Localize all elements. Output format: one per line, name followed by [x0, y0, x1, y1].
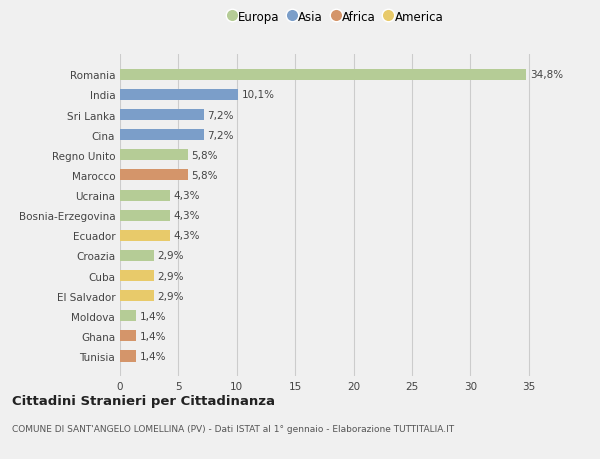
Text: 7,2%: 7,2% — [208, 110, 234, 120]
Text: COMUNE DI SANT'ANGELO LOMELLINA (PV) - Dati ISTAT al 1° gennaio - Elaborazione T: COMUNE DI SANT'ANGELO LOMELLINA (PV) - D… — [12, 425, 454, 433]
Text: 5,8%: 5,8% — [191, 151, 218, 161]
Bar — [120, 270, 154, 281]
Bar — [120, 210, 170, 221]
Text: 2,9%: 2,9% — [157, 291, 184, 301]
Text: 10,1%: 10,1% — [241, 90, 274, 100]
Text: 2,9%: 2,9% — [157, 271, 184, 281]
Text: 4,3%: 4,3% — [174, 190, 200, 201]
Text: 7,2%: 7,2% — [208, 130, 234, 140]
Bar — [120, 351, 136, 362]
Bar — [120, 291, 154, 302]
Bar — [120, 230, 170, 241]
Legend: Europa, Asia, Africa, America: Europa, Asia, Africa, America — [224, 6, 448, 29]
Text: 5,8%: 5,8% — [191, 171, 218, 180]
Bar — [120, 250, 154, 262]
Text: 4,3%: 4,3% — [174, 231, 200, 241]
Text: 1,4%: 1,4% — [140, 351, 166, 361]
Bar — [120, 110, 204, 121]
Text: 4,3%: 4,3% — [174, 211, 200, 221]
Bar — [120, 190, 170, 201]
Text: 1,4%: 1,4% — [140, 311, 166, 321]
Bar — [120, 170, 188, 181]
Bar — [120, 330, 136, 341]
Text: Cittadini Stranieri per Cittadinanza: Cittadini Stranieri per Cittadinanza — [12, 394, 275, 407]
Text: 2,9%: 2,9% — [157, 251, 184, 261]
Bar — [120, 150, 188, 161]
Bar — [120, 70, 526, 81]
Bar — [120, 311, 136, 322]
Text: 34,8%: 34,8% — [530, 70, 563, 80]
Bar — [120, 130, 204, 141]
Text: 1,4%: 1,4% — [140, 331, 166, 341]
Bar — [120, 90, 238, 101]
